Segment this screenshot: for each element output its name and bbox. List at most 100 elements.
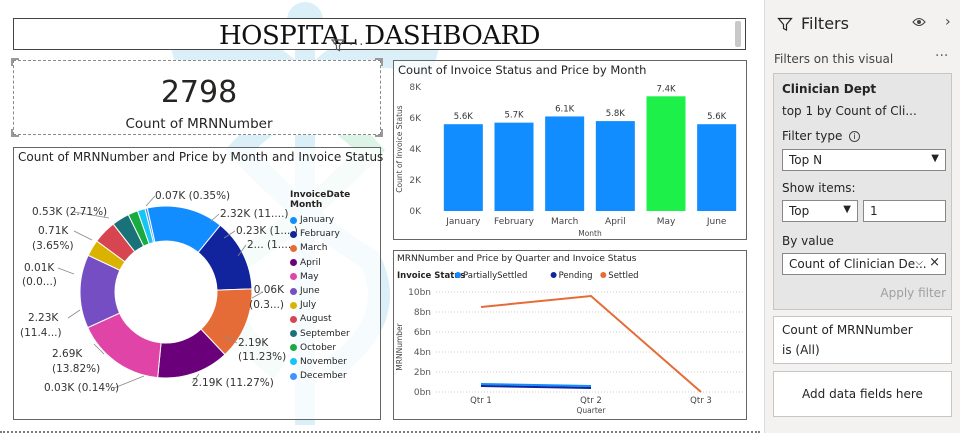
- donut-data-label: 0.71K: [38, 225, 69, 237]
- by-value-field-box[interactable]: Count of Clinician De... ⌵ ×: [782, 253, 946, 275]
- filter-type-dropdown[interactable]: Top N ▼: [782, 149, 946, 171]
- donut-leader-line: [251, 292, 262, 299]
- add-data-fields-dropzone[interactable]: Add data fields here: [773, 371, 952, 417]
- line-chart-panel[interactable]: MRNNumber and Price by Quarter and Invoi…: [393, 250, 747, 420]
- line-chart-ytick: 2bn: [414, 368, 431, 378]
- bar-chart-ytick: 6K: [409, 114, 422, 124]
- filter-card-mrn-count[interactable]: Count of MRNNumber is (All): [773, 316, 952, 364]
- close-icon[interactable]: ×: [929, 255, 940, 270]
- kpi-card[interactable]: 2798 Count of MRNNumber: [13, 60, 381, 135]
- bar-chart-ytick: 4K: [409, 145, 422, 155]
- chevron-down-icon[interactable]: ⌵: [915, 257, 923, 268]
- line-chart[interactable]: MRNNumber and Price by Quarter and Invoi…: [394, 251, 748, 421]
- bar-chart-title: Count of Invoice Status and Price by Mon…: [398, 63, 646, 77]
- by-value-label: By value: [782, 234, 834, 248]
- line-legend-title: Invoice Status: [397, 271, 465, 281]
- donut-data-label: 0.01K: [24, 262, 55, 274]
- dashboard-title-box[interactable]: HOSPITAL DASHBOARD: [13, 18, 746, 51]
- bar-xtick: March: [551, 217, 578, 227]
- selection-handle[interactable]: [375, 58, 383, 66]
- legend-item[interactable]: December: [290, 369, 380, 383]
- donut-leader-line: [113, 375, 145, 389]
- donut-leader-line: [93, 343, 105, 355]
- bar-data-label: 5.6K: [454, 112, 474, 122]
- legend-dot: [290, 358, 297, 366]
- legend-label: April: [300, 257, 321, 268]
- bar-chart-panel[interactable]: Count of Invoice Status and Price by Mon…: [393, 60, 747, 240]
- legend-item[interactable]: September: [290, 327, 380, 341]
- legend-item[interactable]: March: [290, 241, 380, 255]
- filter-type-label: Filter type i: [782, 129, 861, 143]
- legend-label: June: [300, 286, 320, 297]
- donut-legend: InvoiceDate Month January February March Ap…: [290, 190, 380, 383]
- line-chart-ytick: 10bn: [408, 288, 431, 298]
- legend-label: May: [300, 271, 319, 282]
- collapse-chevron-icon[interactable]: ›: [945, 14, 951, 30]
- legend-dot: [290, 244, 297, 252]
- legend-item[interactable]: November: [290, 355, 380, 369]
- legend-label: February: [300, 229, 340, 240]
- legend-item[interactable]: April: [290, 256, 380, 270]
- bar-chart-ytick: 0K: [409, 207, 422, 217]
- legend-item[interactable]: August: [290, 312, 380, 326]
- legend-label: December: [300, 371, 347, 382]
- legend-dot: [290, 287, 297, 295]
- legend-dot: [290, 230, 297, 238]
- donut-data-label: 0.03K (0.14%): [44, 382, 119, 394]
- legend-item[interactable]: January: [290, 213, 380, 227]
- donut-data-label: (0.3...): [249, 299, 284, 311]
- legend-dot: [290, 301, 297, 309]
- donut-leader-line: [223, 335, 238, 344]
- donut-data-label: (11.4...): [20, 327, 62, 339]
- donut-data-label: 2.23K: [28, 312, 59, 324]
- donut-chart[interactable]: 0.07K (0.35%) 2.32K (11....) 0.23K (1....)…: [14, 148, 382, 421]
- legend-item[interactable]: February: [290, 227, 380, 241]
- info-icon[interactable]: i: [849, 131, 861, 142]
- donut-leader-line: [191, 373, 200, 384]
- show-items-count-input[interactable]: 1: [863, 200, 946, 222]
- legend-item[interactable]: October: [290, 341, 380, 355]
- chevron-down-icon: ▼: [931, 153, 939, 164]
- legend-item[interactable]: May: [290, 270, 380, 284]
- dashboard-title: HOSPITAL DASHBOARD: [218, 21, 541, 51]
- eye-icon[interactable]: [912, 16, 926, 28]
- selection-handle[interactable]: [375, 129, 383, 137]
- donut-leader-line: [237, 244, 247, 257]
- bar-xtick: June: [706, 217, 727, 227]
- line-series-settled: [480, 294, 702, 393]
- donut-chart-panel[interactable]: Count of MRNNumber and Price by Month an…: [13, 147, 383, 421]
- donut-data-label: 2.69K: [52, 348, 83, 360]
- filter-card-clinician-dept[interactable]: Clinician Dept top 1 by Count of Cli... …: [773, 73, 952, 310]
- apply-filter-button[interactable]: Apply filter: [880, 286, 946, 300]
- filters-pane: Filters › Filters on this visual ··· Cli…: [764, 0, 960, 433]
- legend-label: September: [300, 328, 350, 339]
- legend-item[interactable]: June: [290, 284, 380, 298]
- bar-chart[interactable]: Count of Invoice Status and Price by Mon…: [394, 61, 748, 241]
- filter-icon[interactable]: [331, 38, 345, 52]
- kpi-label: Count of MRNNumber: [125, 116, 273, 132]
- bar-chart-ytick: 8K: [409, 83, 422, 93]
- legend-dot: [290, 315, 297, 323]
- legend-dot: [290, 216, 297, 224]
- selection-handle[interactable]: [11, 58, 19, 66]
- title-scrollbar[interactable]: [735, 21, 741, 47]
- legend-item[interactable]: July: [290, 298, 380, 312]
- legend-label: October: [300, 342, 337, 353]
- line-legend-dot: [455, 272, 461, 278]
- legend-label: August: [300, 314, 332, 325]
- legend-dot: [290, 273, 297, 281]
- donut-data-label: 0.07K (0.35%): [155, 190, 230, 202]
- bar-xtick: February: [494, 217, 535, 227]
- donut-slice-december: [144, 207, 156, 244]
- bar-data-label: 6.1K: [555, 104, 575, 114]
- filters-title: Filters: [801, 14, 849, 33]
- more-options-icon[interactable]: ···: [349, 37, 365, 53]
- donut-data-label: 0.06K: [254, 284, 285, 296]
- filter-icon: [777, 17, 793, 31]
- selection-handle[interactable]: [11, 129, 19, 137]
- show-items-direction-dropdown[interactable]: Top ▼: [782, 200, 858, 222]
- filters-more-icon[interactable]: ···: [935, 48, 949, 64]
- show-items-direction-value: Top: [789, 204, 810, 218]
- bar-chart-xlabel: Month: [578, 229, 602, 238]
- kpi-value: 2798: [160, 75, 238, 110]
